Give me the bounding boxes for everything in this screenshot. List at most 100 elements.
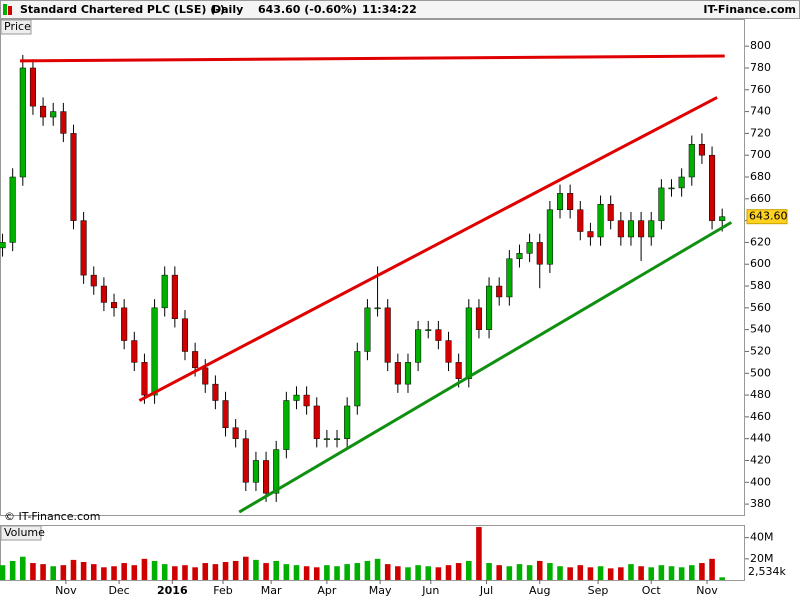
volume-bar <box>405 567 411 580</box>
y-tick-label: 520 <box>750 344 771 357</box>
x-tick-label: Jun <box>421 584 439 597</box>
candle-body <box>638 220 645 238</box>
candle-body <box>455 362 462 379</box>
volume-bar <box>536 560 543 580</box>
candle-body <box>536 242 543 265</box>
volume-bar <box>30 563 36 580</box>
volume-bar <box>263 563 269 580</box>
y-tick-label: 720 <box>750 126 771 139</box>
volume-bar <box>648 567 655 580</box>
candle-body <box>627 220 635 238</box>
candle-body <box>587 231 594 238</box>
volume-bar <box>395 566 401 580</box>
candle-body <box>617 220 624 238</box>
volume-bar <box>384 564 391 580</box>
y-tick-label: 780 <box>750 61 771 74</box>
y-tick-label: 600 <box>750 257 771 270</box>
candle-body <box>445 340 452 363</box>
volume-bar <box>101 567 107 580</box>
candle-body <box>242 438 249 483</box>
y-tick-label: 660 <box>750 192 771 205</box>
volume-bar <box>445 565 452 580</box>
copyright: © IT-Finance.com <box>4 510 101 523</box>
volume-bar <box>425 566 432 580</box>
candle-body <box>40 105 47 118</box>
candle-body <box>354 351 361 407</box>
x-tick-label: 2016 <box>157 584 188 597</box>
volume-bar <box>192 567 198 580</box>
candle-body <box>110 302 118 309</box>
candle-body <box>526 242 533 254</box>
volume-bar <box>415 565 421 580</box>
x-tick-label: May <box>369 584 392 597</box>
volume-tick-label: 40M <box>750 531 774 544</box>
candle-body <box>100 285 107 303</box>
volume-tick-label: 20M <box>750 552 774 565</box>
y-tick-label: 540 <box>750 323 771 336</box>
volume-bar <box>526 565 533 580</box>
volume-bar <box>466 560 472 580</box>
candle-body <box>202 367 209 385</box>
volume-bar <box>354 563 361 580</box>
candle-body <box>252 460 259 483</box>
trendline <box>20 54 725 63</box>
candle-body <box>658 187 665 221</box>
volume-bar <box>273 560 279 580</box>
y-tick-label: 460 <box>750 410 771 423</box>
candle-body <box>29 67 36 107</box>
candle-body <box>496 285 503 298</box>
candle-body <box>698 144 705 156</box>
volume-bar <box>131 565 138 580</box>
trendline <box>238 221 733 514</box>
volume-bar <box>9 560 16 580</box>
volume-bar <box>20 556 26 580</box>
candle-body <box>161 274 168 309</box>
candle-body <box>9 176 16 243</box>
volume-bar <box>141 558 148 580</box>
volume-bar <box>293 565 300 580</box>
volume-bar <box>678 567 685 580</box>
candle-body <box>435 329 442 341</box>
volume-bar <box>313 567 320 580</box>
y-tick-label: 500 <box>750 366 771 379</box>
candle-body <box>333 438 341 440</box>
volume-bar <box>557 566 563 580</box>
volume-bar <box>709 558 715 580</box>
candle-body <box>323 438 330 440</box>
brand: IT-Finance.com <box>703 3 796 16</box>
x-tick-label: Nov <box>55 584 77 597</box>
candle-body <box>415 329 422 363</box>
candle-body <box>425 329 432 331</box>
candle-body <box>486 285 493 330</box>
volume-bar <box>374 558 381 580</box>
candle-body <box>151 307 158 396</box>
volume-bar <box>455 563 462 580</box>
candle-body <box>648 220 655 238</box>
last-price-label: 643.60 <box>749 210 788 223</box>
candle-body <box>192 351 199 369</box>
x-tick-label: Feb <box>213 584 232 597</box>
candle-body <box>222 400 229 429</box>
x-tick-label: Nov <box>696 584 718 597</box>
volume-bar <box>70 559 77 580</box>
volume-bar <box>618 567 624 580</box>
candle-body <box>60 111 67 134</box>
volume-bar <box>486 563 492 580</box>
volume-bar <box>222 562 229 580</box>
volume-bar <box>435 567 442 580</box>
volume-bar <box>0 565 6 580</box>
y-tick-label: 420 <box>750 453 771 466</box>
last-volume-label: 2,534k <box>748 565 786 578</box>
volume-bar <box>719 577 725 580</box>
candle-body <box>678 176 685 189</box>
volume-bar <box>232 560 239 580</box>
volume-bar <box>202 563 209 580</box>
logo-icon <box>8 6 12 15</box>
candle-body <box>90 274 97 287</box>
trendline <box>138 96 718 402</box>
panel-label-box <box>0 525 42 541</box>
volume-bar <box>587 567 594 580</box>
candle-body <box>475 307 482 330</box>
